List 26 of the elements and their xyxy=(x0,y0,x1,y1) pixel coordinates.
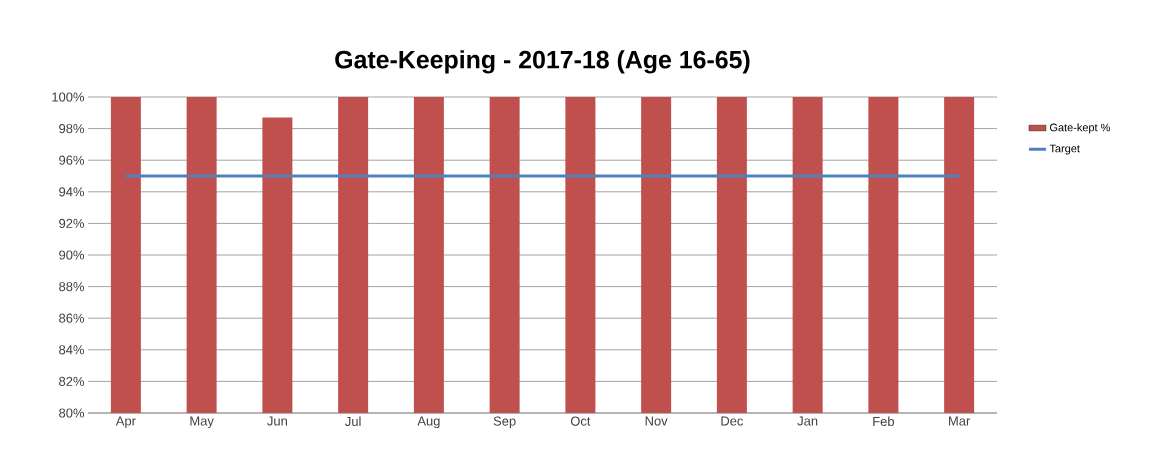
x-tick-label: Jun xyxy=(267,416,287,426)
x-tick-label: Mar xyxy=(949,416,971,426)
y-tick-label: 80% xyxy=(59,408,85,418)
x-tick-label: Oct xyxy=(570,416,591,426)
y-tick-label: 96% xyxy=(59,155,85,165)
y-tick-label: 84% xyxy=(59,345,85,355)
legend-label: Target xyxy=(1049,144,1080,155)
x-tick-label: Apr xyxy=(115,416,136,429)
x-tick-label: Nov xyxy=(645,416,668,426)
legend-label: Gate-kept % xyxy=(1050,123,1110,134)
x-tick-label: Sep xyxy=(493,416,516,429)
y-tick-label: 94% xyxy=(59,187,85,197)
y-tick-label: 86% xyxy=(59,313,85,323)
x-tick-label: Jul xyxy=(345,416,361,427)
y-tick-label: 100% xyxy=(52,92,85,102)
y-tick-label: 90% xyxy=(59,250,85,260)
x-tick-label: Jan xyxy=(797,416,818,426)
y-tick-label: 82% xyxy=(59,376,85,386)
chart-title: Gate-Keeping - 2017-18 (Age 16-65) xyxy=(335,50,750,74)
y-tick-label: 92% xyxy=(59,218,85,228)
y-tick-label: 98% xyxy=(59,124,85,134)
x-tick-label: Feb xyxy=(873,416,894,427)
x-tick-label: Aug xyxy=(417,416,440,429)
x-tick-label: May xyxy=(190,416,214,429)
x-tick-label: Dec xyxy=(721,416,744,426)
y-tick-label: 88% xyxy=(59,282,85,292)
